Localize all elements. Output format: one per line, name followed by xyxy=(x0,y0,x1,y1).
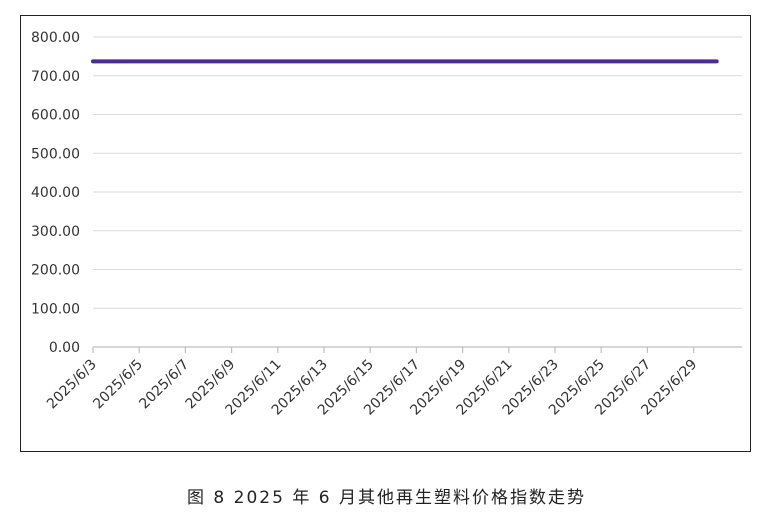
x-axis-tick-labels: 2025/6/32025/6/52025/6/72025/6/92025/6/1… xyxy=(44,357,700,419)
y-tick-label: 800.00 xyxy=(31,30,80,46)
y-tick-label: 200.00 xyxy=(31,263,80,279)
y-tick-label: 100.00 xyxy=(31,301,80,317)
y-tick-label: 0.00 xyxy=(49,340,80,356)
y-tick-label: 600.00 xyxy=(31,108,80,124)
y-tick-label: 700.00 xyxy=(31,69,80,85)
y-tick-label: 500.00 xyxy=(31,146,80,162)
x-tick-label: 2025/6/7 xyxy=(136,357,192,413)
x-tick-label: 2025/6/5 xyxy=(90,357,146,413)
x-axis xyxy=(92,346,742,353)
chart-frame xyxy=(20,15,751,452)
gridlines xyxy=(93,36,742,309)
y-tick-label: 400.00 xyxy=(31,185,80,201)
y-tick-label: 300.00 xyxy=(31,224,80,240)
x-tick-label: 2025/6/3 xyxy=(44,357,100,413)
y-axis-tick-labels: 0.00 100.00 200.00 300.00 400.00 500.00 600.00… xyxy=(31,30,80,356)
figure-caption: 图 8 2025 年 6 月其他再生塑料价格指数走势 xyxy=(187,488,586,508)
